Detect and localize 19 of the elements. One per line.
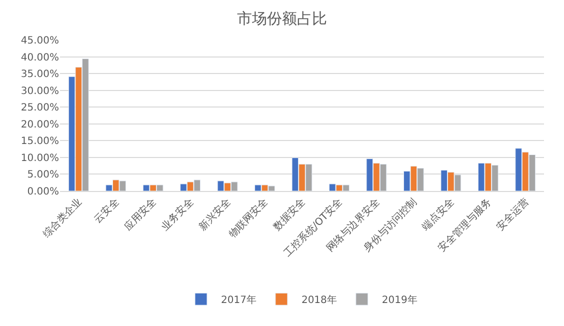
y-tick-label: 25.00%: [20, 102, 59, 114]
y-tick-label: 40.00%: [20, 52, 59, 64]
legend-label: 2019年: [382, 294, 418, 306]
y-tick-label: 0.00%: [27, 186, 59, 198]
x-tick-label: 业务安全: [159, 196, 196, 233]
x-tick-label: 安全运营: [494, 196, 532, 233]
legend-label: 2017年: [221, 294, 256, 306]
legend-label: 2018年: [301, 294, 337, 306]
y-tick-label: 35.00%: [20, 69, 59, 80]
y-tick-label: 15.00%: [20, 136, 59, 148]
y-tick-label: 5.00%: [27, 170, 59, 181]
x-tick-label: 应用安全: [122, 196, 159, 233]
y-tick-label: 20.00%: [20, 119, 59, 130]
y-tick-label: 30.00%: [20, 86, 59, 97]
y-tick-label: 10.00%: [20, 152, 59, 164]
chart-title: 市场份额占比: [237, 10, 327, 28]
x-tick-label: 云安全: [92, 196, 122, 226]
x-tick-label: 综合类企业: [40, 196, 84, 240]
y-tick-label: 45.00%: [20, 36, 59, 46]
